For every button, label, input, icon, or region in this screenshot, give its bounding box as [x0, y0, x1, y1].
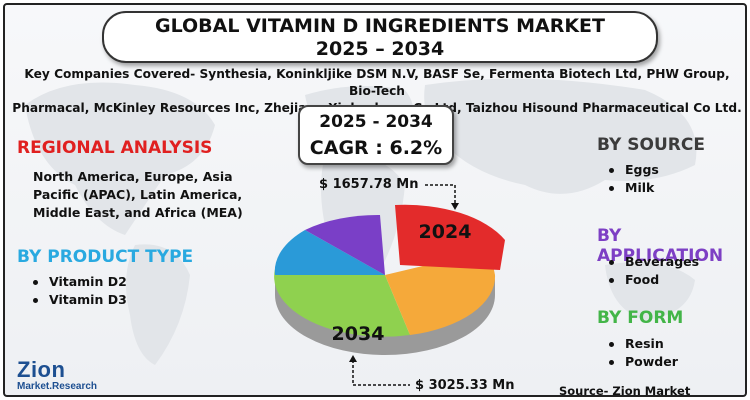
product-type-list: Vitamin D2 Vitamin D3	[27, 273, 127, 309]
form-list: Resin Powder	[603, 335, 678, 371]
pie-side	[275, 275, 495, 355]
by-form-title: BY FORM	[597, 308, 684, 328]
list-item: Resin	[603, 335, 678, 353]
pie-slice-purple	[305, 214, 385, 275]
region-line-1: North America, Europe, Asia	[33, 169, 233, 184]
logo-name: Zion	[17, 357, 66, 382]
value-2034-label: $ 3025.33 Mn	[415, 378, 515, 393]
region-line-2: Pacific (APAC), Latin America,	[33, 187, 243, 202]
pie-label-2024: 2024	[419, 221, 472, 243]
pie-slice-red	[395, 204, 505, 270]
title-line-1: GLOBAL VITAMIN D INGREDIENTS MARKET	[155, 15, 605, 37]
by-source-title: BY SOURCE	[597, 135, 705, 155]
by-application-title: BY APPLICATION	[597, 226, 724, 266]
application-list: Beverages Food	[603, 253, 699, 289]
pie-slice-blue	[274, 230, 385, 275]
list-item: Eggs	[603, 161, 659, 179]
list-item: Milk	[603, 179, 659, 197]
list-item: Food	[603, 271, 699, 289]
cagr-box: 2025 - 2034 CAGR : 6.2%	[298, 105, 454, 165]
pie-graphic: 2024 2034	[274, 204, 505, 355]
cagr-years: 2025 - 2034	[319, 112, 433, 132]
regional-analysis-text: North America, Europe, Asia Pacific (APA…	[33, 168, 273, 222]
cagr-value: CAGR : 6.2%	[309, 137, 443, 159]
list-item: Vitamin D2	[27, 273, 127, 291]
product-type-title: BY PRODUCT TYPE	[17, 247, 194, 267]
source-list: Eggs Milk	[603, 161, 659, 197]
source-credit: Source- Zion Market Research	[559, 384, 691, 397]
list-item: Powder	[603, 353, 678, 371]
value-2024-label: $ 1657.78 Mn	[319, 177, 419, 192]
logo-subtitle: Market.Research	[17, 381, 98, 392]
title-line-2: 2025 – 2034	[315, 38, 445, 60]
companies-line-1: Key Companies Covered- Synthesia, Konink…	[24, 67, 730, 98]
pie-label-2034: 2034	[332, 323, 385, 345]
regional-analysis-title: REGIONAL ANALYSIS	[17, 138, 213, 158]
region-line-3: Middle East, and Africa (MEA)	[33, 205, 243, 220]
list-item: Vitamin D3	[27, 291, 127, 309]
zion-logo: Zion Market.Research	[17, 357, 109, 395]
title-box: GLOBAL VITAMIN D INGREDIENTS MARKET 2025…	[102, 11, 658, 63]
list-item: Beverages	[603, 253, 699, 271]
pie-slice-orange	[385, 250, 496, 335]
infographic-frame: GLOBAL VITAMIN D INGREDIENTS MARKET 2025…	[3, 3, 747, 397]
